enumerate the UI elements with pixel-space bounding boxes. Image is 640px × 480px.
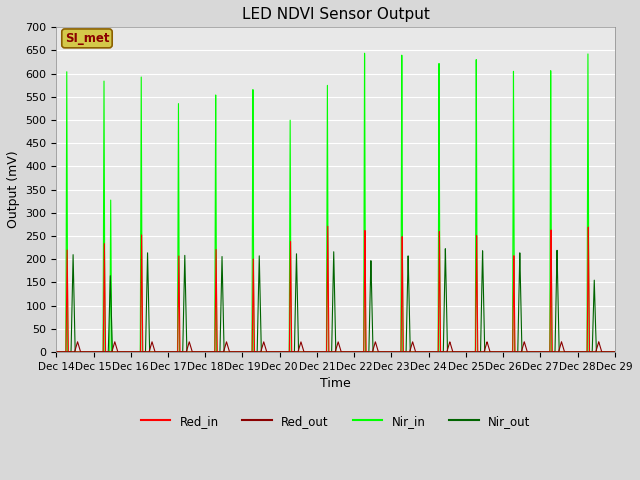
X-axis label: Time: Time xyxy=(320,377,351,390)
Legend: Red_in, Red_out, Nir_in, Nir_out: Red_in, Red_out, Nir_in, Nir_out xyxy=(136,410,535,432)
Text: SI_met: SI_met xyxy=(65,32,109,45)
Title: LED NDVI Sensor Output: LED NDVI Sensor Output xyxy=(242,7,429,22)
Y-axis label: Output (mV): Output (mV) xyxy=(7,151,20,228)
